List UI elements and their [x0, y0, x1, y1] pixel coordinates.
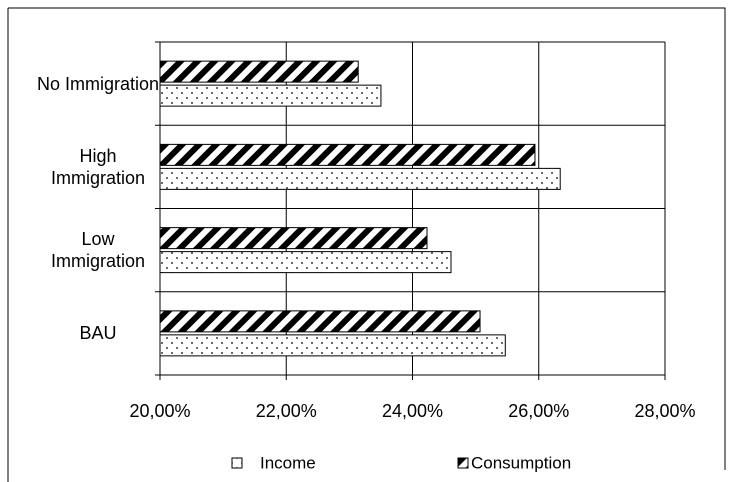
- bar: [159, 334, 506, 357]
- x-tick-label: 22,00%: [256, 401, 317, 421]
- x-tick-label: 26,00%: [508, 401, 569, 421]
- y-tick-label: High Immigration: [50, 145, 146, 188]
- bar: [159, 227, 428, 250]
- bar: [159, 60, 359, 83]
- legend-swatch: [231, 457, 243, 469]
- legend-swatch: [457, 457, 469, 469]
- bar: [159, 251, 452, 274]
- bar: [159, 143, 536, 166]
- x-tick-label: 28,00%: [634, 401, 695, 421]
- x-tick-label: 24,00%: [382, 401, 443, 421]
- bar: [159, 310, 481, 333]
- y-tick-label: BAU: [79, 323, 117, 344]
- bar: [159, 167, 561, 190]
- x-tick-label: 20,00%: [129, 401, 190, 421]
- legend-label: Income: [260, 453, 316, 472]
- bar: [159, 84, 382, 107]
- frame: [7, 7, 726, 482]
- legend-label: Consumption: [471, 453, 571, 472]
- y-tick-label: Low Immigration: [50, 229, 146, 272]
- y-tick-label: No Immigration: [36, 73, 160, 94]
